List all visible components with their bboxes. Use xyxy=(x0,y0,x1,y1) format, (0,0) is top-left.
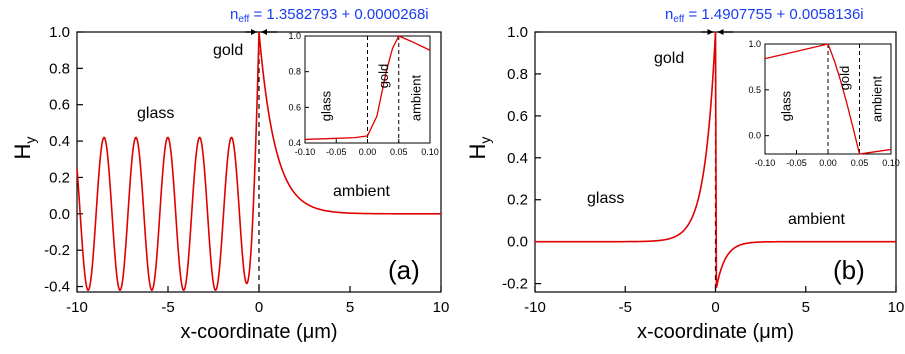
region-label-ambient: ambient xyxy=(333,183,390,200)
y-tick-label: 0.8 xyxy=(507,66,528,83)
y-tick-label: 0.0 xyxy=(49,206,70,223)
x-tick-label: 0 xyxy=(711,299,719,316)
y-tick-label: 0.0 xyxy=(507,234,528,251)
region-label-ambient: ambient xyxy=(788,211,845,228)
y-tick-label: 0.6 xyxy=(507,108,528,125)
y-tick-label: 1.0 xyxy=(507,24,528,41)
inset-label-ambient: ambient xyxy=(408,74,423,121)
inset-x-tick-label: 0.00 xyxy=(819,158,837,168)
gold-arrowhead-right xyxy=(261,29,267,35)
x-tick-label: -10 xyxy=(524,299,546,316)
y-tick-label: 0.2 xyxy=(49,169,70,186)
inset-y-tick-label: 0.4 xyxy=(288,138,301,148)
inset-y-tick-label: 0.8 xyxy=(288,67,301,77)
x-tick-label: -5 xyxy=(161,299,174,316)
inset-label-glass: glass xyxy=(318,90,333,121)
inset-label-glass: glass xyxy=(779,90,794,121)
inset-x-tick-label: -0.10 xyxy=(755,158,776,168)
inset-x-tick-label: 0.00 xyxy=(359,147,377,157)
inset-series-line xyxy=(304,35,431,141)
y-tick-label: -0.2 xyxy=(502,276,528,293)
x-tick-label: -10 xyxy=(66,299,88,316)
region-label-gold: gold xyxy=(213,42,243,59)
x-tick-label: 5 xyxy=(802,299,810,316)
inset-y-tick-label: 0.0 xyxy=(748,131,761,141)
inset-label-gold: gold xyxy=(837,66,852,91)
panel-b: neff = 1.4907755 + 0.0058136i -10 -5 0 5 10 -0… xyxy=(465,6,904,343)
x-tick-label: -5 xyxy=(619,299,632,316)
inset-label-ambient: ambient xyxy=(869,75,884,122)
region-label-glass: glass xyxy=(587,190,624,207)
panel-a: neff = 1.3582793 + 0.0000268i -10 -5 0 5 10 -0… xyxy=(10,6,449,343)
chart-title: neff = 1.4907755 + 0.0058136i xyxy=(665,6,864,25)
inset-x-tick-label: -0.05 xyxy=(786,158,807,168)
inset-y-tick-label: 0.5 xyxy=(748,85,761,95)
inset-series-line xyxy=(764,43,892,155)
x-axis-label: x-coordinate (μm) xyxy=(180,321,337,343)
y-axis-label: Hy xyxy=(465,137,493,160)
y-tick-label: -0.2 xyxy=(44,242,70,259)
panel-label: (b) xyxy=(833,255,865,285)
inset-x-tick-label: -0.05 xyxy=(326,147,347,157)
inset-y-tick-label: 1.0 xyxy=(748,39,761,49)
region-label-gold: gold xyxy=(654,50,684,67)
inset-x-tick-label: 0.10 xyxy=(882,158,900,168)
y-tick-label: 1.0 xyxy=(49,24,70,41)
gold-arrowhead-right xyxy=(717,29,724,35)
x-axis-label: x-coordinate (μm) xyxy=(637,321,794,343)
inset-y-tick-label: 1.0 xyxy=(288,31,301,41)
gold-arrowhead-left xyxy=(251,29,257,35)
region-label-glass: glass xyxy=(137,105,174,122)
series-line xyxy=(535,31,896,288)
x-tick-label: 0 xyxy=(255,299,263,316)
inset-y-tick-label: 0.6 xyxy=(288,102,301,112)
y-tick-label: 0.4 xyxy=(49,133,70,150)
y-tick-label: -0.4 xyxy=(44,279,70,296)
x-tick-label: 10 xyxy=(888,299,905,316)
y-tick-label: 0.2 xyxy=(507,192,528,209)
chart-title: neff = 1.3582793 + 0.0000268i xyxy=(230,6,429,25)
panel-label: (a) xyxy=(388,255,420,285)
y-tick-label: 0.4 xyxy=(507,150,528,167)
series-line xyxy=(76,31,441,292)
inset-x-tick-label: -0.10 xyxy=(295,147,316,157)
gold-arrowhead-left xyxy=(707,29,714,35)
inset-x-tick-label: 0.05 xyxy=(390,147,408,157)
x-tick-label: 10 xyxy=(433,299,450,316)
y-tick-label: 0.6 xyxy=(49,97,70,114)
inset-label-gold: gold xyxy=(376,64,391,89)
inset-x-tick-label: 0.10 xyxy=(421,147,439,157)
y-tick-label: 0.8 xyxy=(49,60,70,77)
inset-x-tick-label: 0.05 xyxy=(851,158,869,168)
x-tick-label: 5 xyxy=(346,299,354,316)
y-axis-label: Hy xyxy=(10,137,38,160)
